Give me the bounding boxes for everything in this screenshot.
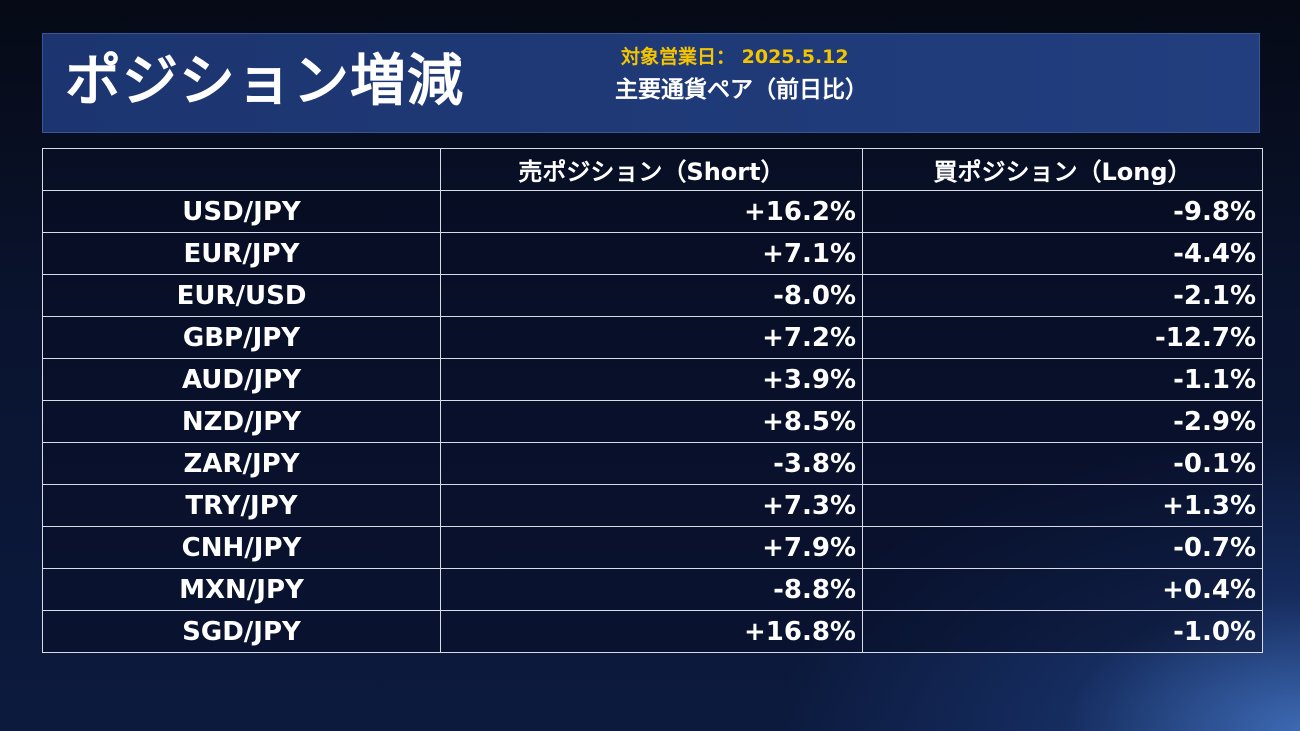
table-header-row: 売ポジション（Short） 買ポジション（Long） xyxy=(42,148,1263,191)
short-change: +7.2% xyxy=(440,316,863,359)
table-row: ZAR/JPY -3.8% -0.1% xyxy=(42,442,1263,485)
table-row: EUR/USD -8.0% -2.1% xyxy=(42,274,1263,317)
table-row: NZD/JPY +8.5% -2.9% xyxy=(42,400,1263,443)
long-change: -2.1% xyxy=(862,274,1263,317)
business-date-value: 2025.5.12 xyxy=(741,46,849,68)
table-row: MXN/JPY -8.8% +0.4% xyxy=(42,568,1263,611)
short-change: +16.8% xyxy=(440,610,863,653)
page-title: ポジション増減 xyxy=(65,49,464,114)
short-change: -8.0% xyxy=(440,274,863,317)
header-banner: ポジション増減 対象営業日： 2025.5.12 主要通貨ペア（前日比） xyxy=(42,33,1260,133)
position-change-table: 売ポジション（Short） 買ポジション（Long） USD/JPY +16.2… xyxy=(42,148,1263,653)
long-change: -12.7% xyxy=(862,316,1263,359)
short-change: -3.8% xyxy=(440,442,863,485)
currency-pair: USD/JPY xyxy=(42,190,441,233)
short-change: +7.1% xyxy=(440,232,863,275)
table-row: GBP/JPY +7.2% -12.7% xyxy=(42,316,1263,359)
business-date: 対象営業日： 2025.5.12 xyxy=(621,44,868,70)
long-change: -0.1% xyxy=(862,442,1263,485)
short-change: +7.3% xyxy=(440,484,863,527)
long-change: -4.4% xyxy=(862,232,1263,275)
currency-pair: GBP/JPY xyxy=(42,316,441,359)
long-change: -9.8% xyxy=(862,190,1263,233)
long-change: +1.3% xyxy=(862,484,1263,527)
table-row: SGD/JPY +16.8% -1.0% xyxy=(42,610,1263,653)
table-row: CNH/JPY +7.9% -0.7% xyxy=(42,526,1263,569)
currency-pair: AUD/JPY xyxy=(42,358,441,401)
long-change: -2.9% xyxy=(862,400,1263,443)
table-row: TRY/JPY +7.3% +1.3% xyxy=(42,484,1263,527)
table-row: USD/JPY +16.2% -9.8% xyxy=(42,190,1263,233)
currency-pair: SGD/JPY xyxy=(42,610,441,653)
short-change: +3.9% xyxy=(440,358,863,401)
table-row: EUR/JPY +7.1% -4.4% xyxy=(42,232,1263,275)
long-change: -1.0% xyxy=(862,610,1263,653)
short-change: -8.8% xyxy=(440,568,863,611)
column-header-short: 売ポジション（Short） xyxy=(440,148,863,191)
long-change: +0.4% xyxy=(862,568,1263,611)
column-header-long: 買ポジション（Long） xyxy=(862,148,1263,191)
currency-pair: TRY/JPY xyxy=(42,484,441,527)
business-date-label: 対象営業日： xyxy=(621,46,736,68)
currency-pair: EUR/JPY xyxy=(42,232,441,275)
short-change: +16.2% xyxy=(440,190,863,233)
currency-pair: ZAR/JPY xyxy=(42,442,441,485)
currency-pair: MXN/JPY xyxy=(42,568,441,611)
column-header-pair xyxy=(42,148,441,191)
header-subinfo: 対象営業日： 2025.5.12 主要通貨ペア（前日比） xyxy=(615,44,868,110)
currency-pair: NZD/JPY xyxy=(42,400,441,443)
currency-pair: EUR/USD xyxy=(42,274,441,317)
currency-pair: CNH/JPY xyxy=(42,526,441,569)
short-change: +7.9% xyxy=(440,526,863,569)
table-row: AUD/JPY +3.9% -1.1% xyxy=(42,358,1263,401)
short-change: +8.5% xyxy=(440,400,863,443)
page-subtitle: 主要通貨ペア（前日比） xyxy=(615,77,868,103)
long-change: -0.7% xyxy=(862,526,1263,569)
long-change: -1.1% xyxy=(862,358,1263,401)
